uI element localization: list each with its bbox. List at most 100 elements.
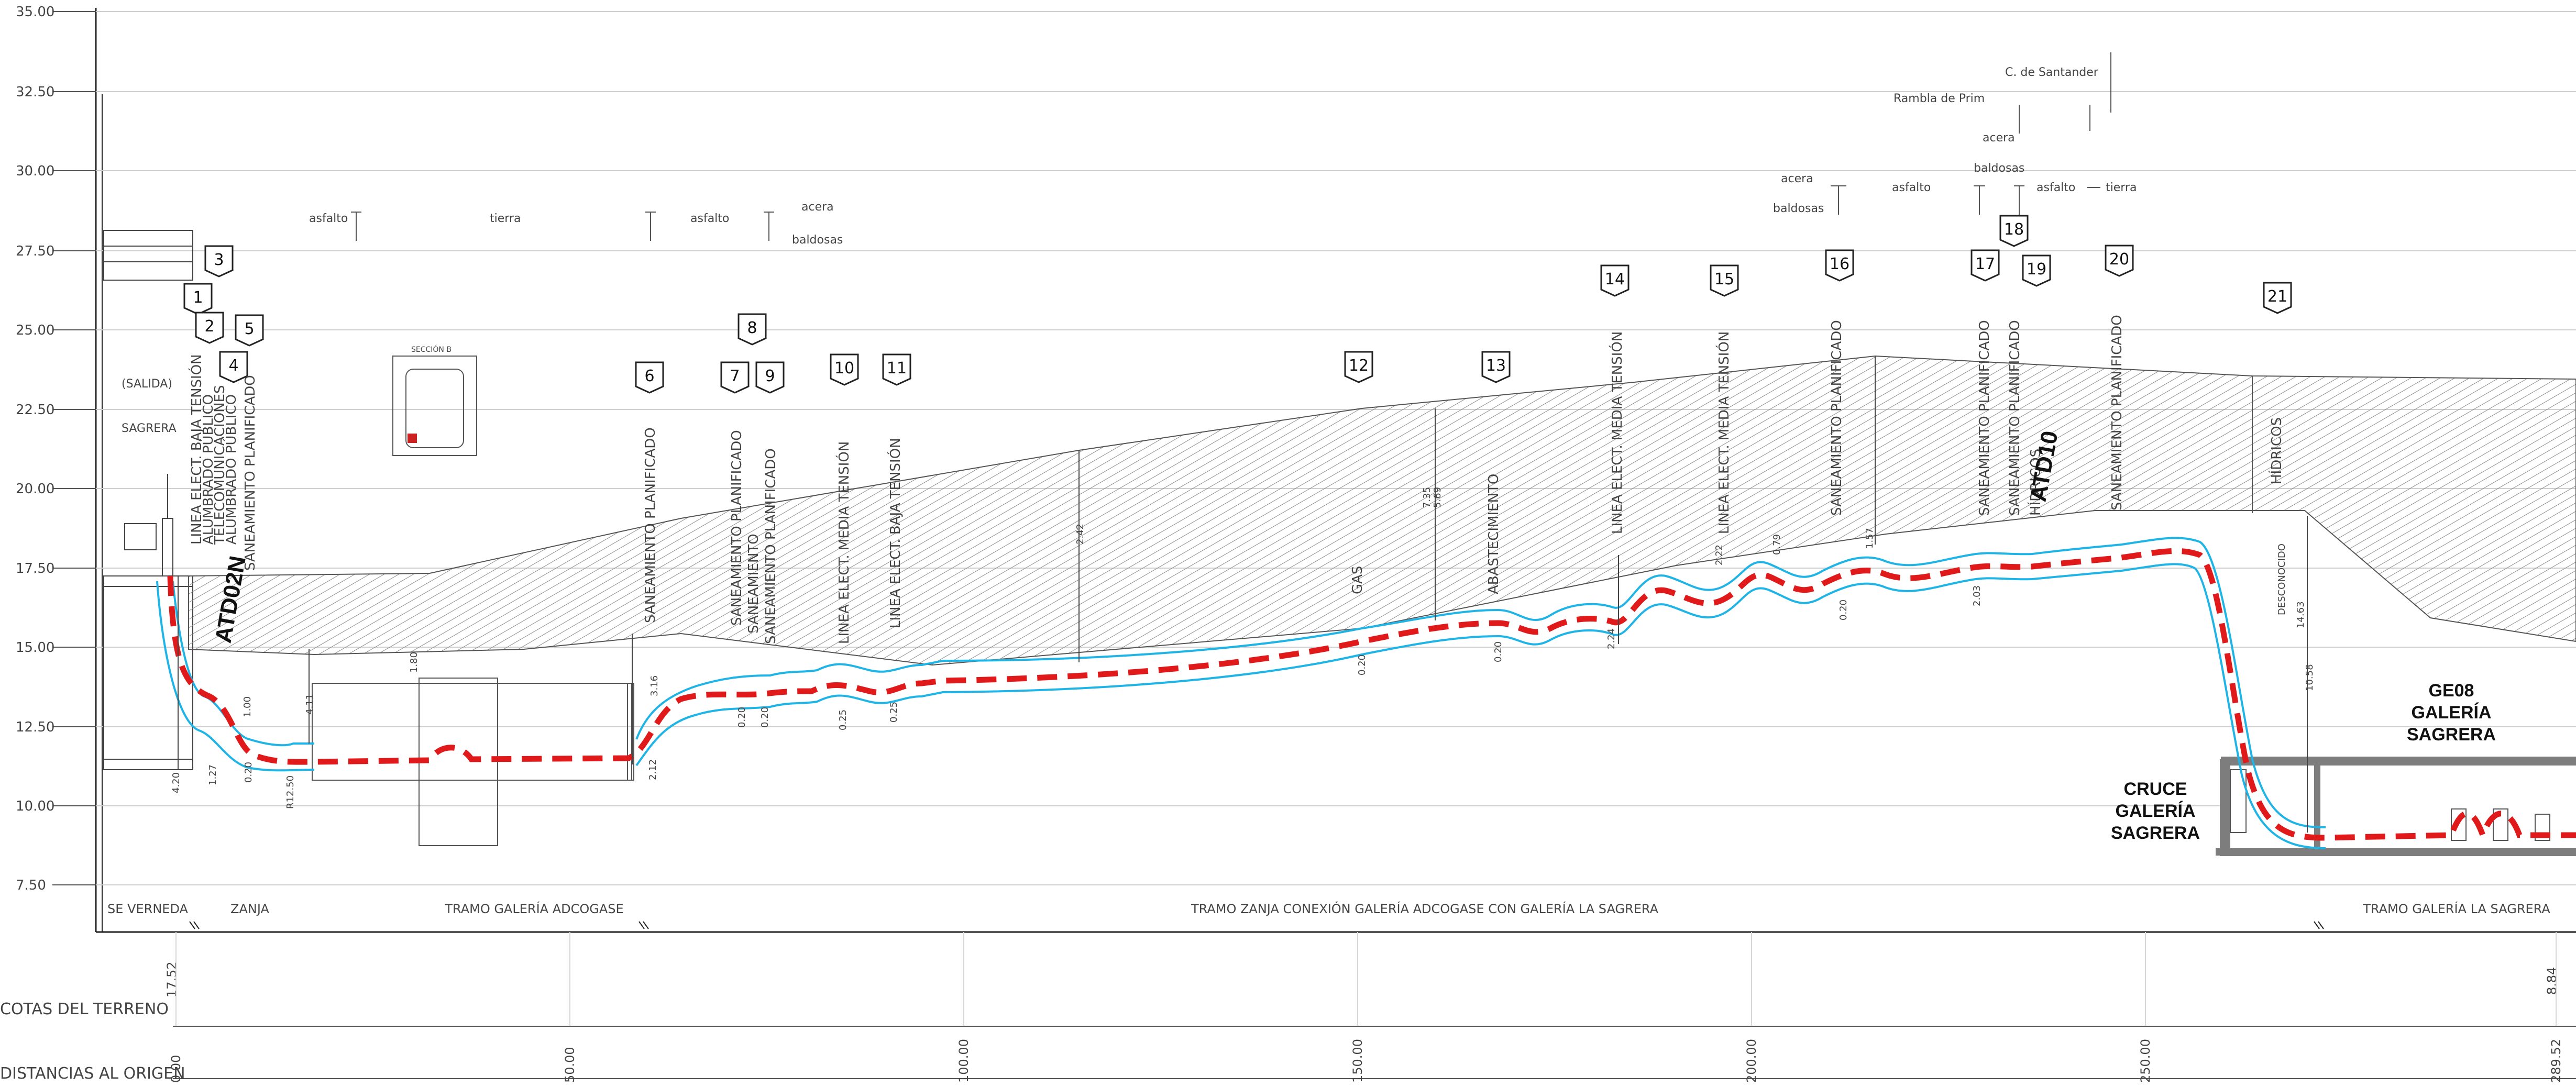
station-marker: 1 bbox=[183, 283, 213, 315]
station-marker: 12 bbox=[1344, 351, 1373, 383]
distance-ticks: 0.00 50.00 100.00 150.00 200.00 250.00 289.52 bbox=[169, 932, 2563, 1083]
guitar: COTAS DEL TERRENO DISTANCIAS AL ORIGEN 1… bbox=[0, 932, 2576, 1083]
station-marker: 15 bbox=[1710, 264, 1739, 297]
grid-row: 10.00 bbox=[16, 798, 2576, 814]
trench-outline-upper bbox=[172, 537, 2326, 828]
dimension: R12.50 bbox=[285, 775, 296, 809]
cruce-line: CRUCE bbox=[2124, 779, 2187, 799]
station-marker-number: 14 bbox=[1605, 270, 1625, 289]
cruce-line: SAGRERA bbox=[2111, 823, 2200, 843]
dimension: 4.11 bbox=[304, 694, 315, 715]
section-b-title: SECCIÓN B bbox=[411, 345, 452, 354]
service-label: LINEA ELECT. MEDIA TENSIÓN bbox=[1609, 331, 1625, 534]
station-marker-number: 4 bbox=[228, 357, 238, 375]
service-label: ALUMBRADO PÚBLICO bbox=[223, 394, 239, 545]
section-label: TRAMO ZANJA CONEXIÓN GALERÍA ADCOGASE CO… bbox=[1191, 901, 1659, 916]
station-marker: 13 bbox=[1481, 351, 1511, 383]
dimension: 0.25 bbox=[888, 702, 899, 723]
surface-label: baldosas bbox=[1974, 162, 2024, 175]
section-b-detail: SECCIÓN B bbox=[392, 345, 477, 456]
service-label: HÍDRICOS bbox=[2027, 449, 2044, 516]
service-label: LINEA ELECT. MEDIA TENSIÓN bbox=[835, 441, 852, 644]
distance-label: 0.00 bbox=[169, 1055, 183, 1083]
station-marker: 16 bbox=[1825, 249, 1854, 282]
dimension: 2.03 bbox=[1972, 585, 1983, 606]
dimension: 4.20 bbox=[171, 772, 182, 793]
service-label: SANEAMIENTO PLANIFICADO bbox=[1829, 320, 1845, 516]
grid-row: 32.50 bbox=[16, 84, 2576, 100]
dimension: 2.22 bbox=[1714, 545, 1725, 565]
dimension: 0.20 bbox=[1838, 600, 1849, 620]
distance-label: 150.00 bbox=[1350, 1039, 1365, 1083]
station-marker: 20 bbox=[2105, 245, 2134, 277]
section-breaks bbox=[189, 921, 2324, 929]
station-marker-number: 11 bbox=[887, 359, 907, 378]
dimension: 1.57 bbox=[1864, 528, 1875, 549]
surface-label: acera bbox=[1983, 131, 2015, 145]
service-label: SANEAMIENTO PLANIFICADO bbox=[243, 375, 258, 571]
dimension: 0.79 bbox=[1771, 534, 1782, 555]
terrain-hatch bbox=[188, 355, 2576, 666]
service-label: TELECOMUNICACIONES bbox=[212, 385, 228, 545]
station-marker-number: 5 bbox=[244, 320, 254, 338]
grid-row: 27.50 bbox=[16, 243, 2576, 259]
station-marker: 4 bbox=[219, 351, 248, 383]
distance-label: 289.52 bbox=[2549, 1039, 2563, 1083]
station-marker-number: 16 bbox=[1830, 255, 1850, 273]
dimension: 10.58 bbox=[2304, 664, 2315, 691]
grid-row: 7.50 bbox=[16, 878, 2576, 893]
surface-label: tierra bbox=[2106, 181, 2137, 194]
dimension: 7.35 bbox=[1422, 487, 1433, 508]
station-marker: 7 bbox=[720, 361, 750, 394]
distance-label: 50.00 bbox=[563, 1047, 577, 1083]
service-label: SANEAMIENTO bbox=[746, 534, 762, 634]
dimension: 14.63 bbox=[2295, 601, 2306, 628]
station-marker-number: 7 bbox=[730, 367, 740, 385]
dimension: 2.24 bbox=[1606, 628, 1617, 649]
dimension: 0.25 bbox=[838, 709, 849, 730]
cota-end: 8.84 bbox=[2545, 967, 2559, 995]
station-marker-number: 6 bbox=[644, 367, 654, 385]
section-label: ZANJA bbox=[230, 902, 269, 916]
dimension: 1.00 bbox=[242, 696, 253, 717]
elevation-label: 30.00 bbox=[16, 163, 54, 179]
service-label: SANEAMIENTO PLANIFICADO bbox=[643, 427, 658, 623]
service-label: ABASTECIMIENTO bbox=[1486, 474, 1502, 594]
distancias-label: DISTANCIAS AL ORIGEN bbox=[0, 1064, 185, 1083]
ge08-line: GE08 bbox=[2429, 681, 2474, 701]
elevation-label: 15.00 bbox=[16, 640, 54, 656]
surface-labels: asfalto tierra asfalto acera baldosas ac… bbox=[309, 66, 2137, 247]
service-label: LINEA ELECT. BAJA TENSIÓN bbox=[188, 354, 205, 545]
station-marker-number: 20 bbox=[2109, 250, 2129, 269]
elevation-label: 35.00 bbox=[16, 4, 54, 20]
station-marker: 17 bbox=[1970, 249, 2000, 282]
dimension: 2.12 bbox=[647, 759, 658, 780]
dimension-lines bbox=[178, 356, 2308, 833]
station-marker-number: 13 bbox=[1486, 357, 1506, 375]
surface-label: asfalto bbox=[309, 212, 348, 225]
cota-start: 17.52 bbox=[164, 961, 179, 997]
surface-label: asfalto bbox=[690, 212, 729, 225]
dimension: 0.20 bbox=[1357, 655, 1368, 675]
dimension: 0.20 bbox=[1493, 641, 1504, 662]
station-marker-number: 8 bbox=[747, 319, 757, 337]
elevation-label: 12.50 bbox=[16, 719, 54, 735]
station-marker: 21 bbox=[2263, 282, 2292, 314]
elevation-label: 32.50 bbox=[16, 84, 54, 100]
surface-label: asfalto bbox=[1892, 181, 1931, 194]
section-label: TRAMO GALERÍA ADCOGASE bbox=[444, 901, 623, 916]
dimension: 5.69 bbox=[1432, 487, 1443, 508]
sagrera-label: SAGRERA bbox=[122, 422, 177, 435]
dimension: 0.20 bbox=[243, 762, 254, 783]
elevation-label: 25.00 bbox=[16, 323, 54, 338]
service-label: DESCONOCIDO bbox=[2276, 544, 2287, 615]
salida-label: (SALIDA) bbox=[122, 378, 172, 391]
ge08-label-group: GE08 GALERÍA SAGRERA bbox=[2407, 681, 2496, 745]
elevation-label: 7.50 bbox=[16, 878, 46, 893]
surface-label: asfalto bbox=[2036, 181, 2075, 194]
station-marker: 8 bbox=[737, 313, 767, 346]
dimension: 0.20 bbox=[759, 707, 770, 728]
elevation-label: 27.50 bbox=[16, 243, 54, 259]
